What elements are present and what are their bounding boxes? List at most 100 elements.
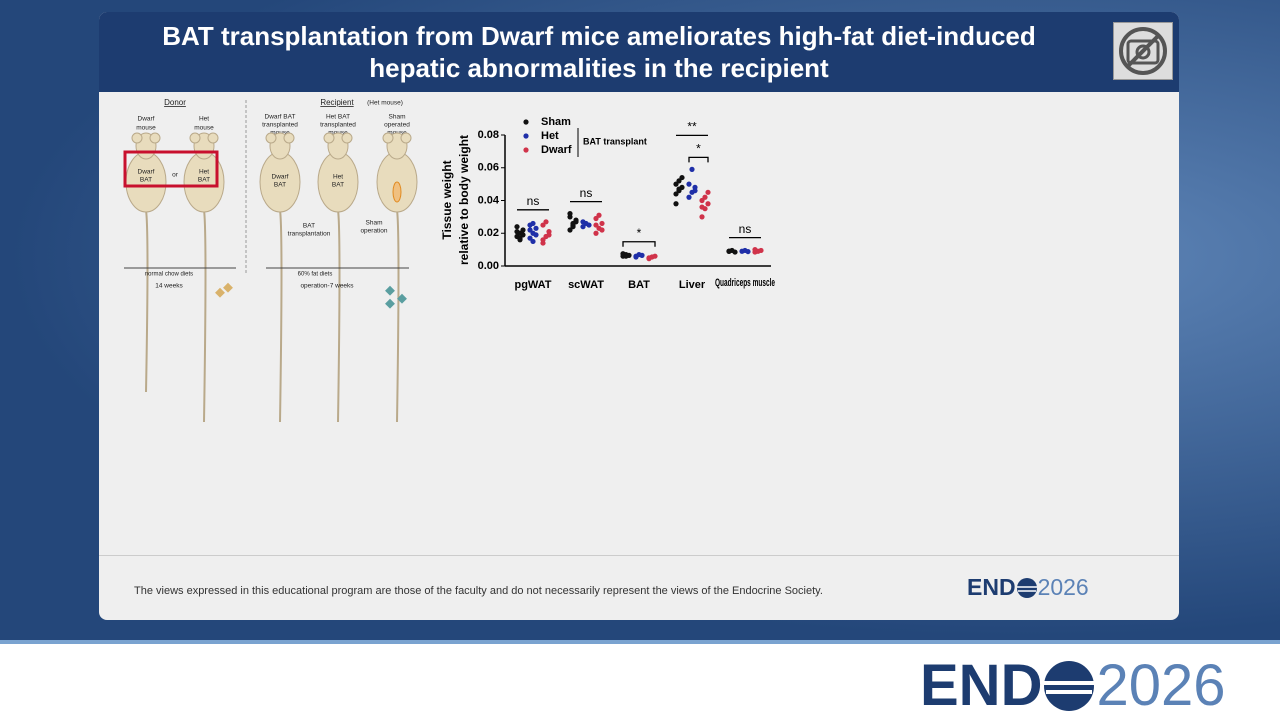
logo-large: END 2026	[920, 652, 1226, 719]
data-point	[702, 194, 708, 200]
y-tick-label: 0.00	[478, 260, 499, 272]
label: operated	[384, 122, 410, 129]
logo-prefix: END	[967, 574, 1016, 600]
label: operation-7 weeks	[300, 283, 354, 290]
data-point	[567, 227, 573, 233]
data-point	[692, 188, 698, 194]
data-point	[758, 247, 764, 254]
divider	[99, 555, 1179, 556]
data-point	[527, 235, 533, 241]
disclaimer: The views expressed in this educational …	[134, 585, 823, 597]
data-point	[586, 222, 592, 228]
diamond-icon	[385, 285, 395, 296]
label: Recipient	[320, 98, 354, 107]
figure: Donor Recipient (Het mouse) Dwarf mouse Dwarf…	[123, 98, 775, 423]
label: Dwarf	[272, 174, 289, 181]
significance-label: ns	[580, 186, 593, 200]
data-point	[533, 225, 539, 231]
label: Dwarf	[138, 116, 155, 123]
data-point	[514, 224, 520, 230]
data-point	[639, 252, 645, 258]
mouse-tail	[203, 209, 207, 423]
x-tick-label: Quadriceps muscle	[715, 277, 775, 289]
data-point	[686, 194, 692, 200]
y-tick-label: 0.08	[478, 129, 499, 141]
x-tick-label: pgWAT	[514, 279, 551, 291]
label: BAT	[332, 182, 344, 189]
label: 60% fat diets	[298, 272, 333, 278]
data-point	[514, 229, 520, 235]
data-point	[705, 189, 711, 195]
mouse-ear	[207, 132, 219, 144]
icon	[1119, 27, 1167, 75]
label: transplanted	[262, 122, 298, 129]
data-point	[596, 212, 602, 218]
data-point	[533, 232, 539, 238]
data-point	[689, 166, 695, 172]
diamond-icon	[223, 282, 233, 293]
label: BAT	[274, 182, 286, 189]
label: mouse	[136, 125, 156, 132]
data-point	[580, 224, 586, 230]
label: Dwarf BAT	[265, 114, 296, 121]
label: operation	[360, 228, 387, 235]
data-point	[752, 247, 758, 253]
logo-small: END 2026	[967, 574, 1089, 601]
mouse-ear	[323, 132, 335, 144]
data-point	[546, 232, 552, 238]
label: Het	[199, 169, 209, 176]
logo-year: 2026	[1037, 574, 1089, 600]
mouse-tail	[145, 209, 149, 393]
diamond-icon	[385, 298, 395, 309]
data-point	[705, 201, 711, 207]
slide-title: BAT transplantation from Dwarf mice amel…	[162, 21, 1036, 83]
mouse-ear	[131, 132, 143, 144]
label: BAT	[198, 177, 210, 184]
data-point	[699, 214, 705, 220]
label: Het BAT	[326, 114, 350, 121]
data-point	[530, 238, 536, 245]
data-point	[520, 232, 526, 238]
data-point	[745, 248, 751, 255]
y-axis-title: relative to body weight	[457, 135, 471, 265]
data-point	[676, 186, 682, 192]
data-point	[527, 227, 533, 233]
mouse-tail	[337, 209, 341, 423]
no-photo-icon	[1113, 22, 1173, 80]
footer-band: END 2026	[0, 640, 1280, 724]
data-point	[593, 222, 599, 228]
label: Donor	[164, 98, 186, 107]
data-point	[726, 248, 732, 254]
label: Sham	[389, 114, 406, 121]
label: Het	[199, 116, 209, 123]
data-point	[652, 253, 658, 259]
data-point	[540, 222, 546, 228]
data-point	[530, 220, 536, 227]
data-point	[673, 181, 679, 187]
data-point	[517, 235, 523, 241]
significance-bracket	[688, 156, 709, 163]
label: transplanted	[320, 122, 356, 129]
label: mouse	[194, 125, 214, 132]
x-tick-label: Liver	[679, 279, 706, 291]
mouse-ear	[400, 132, 412, 144]
globe	[1044, 660, 1095, 711]
significance-label: *	[637, 226, 642, 240]
data-point	[540, 237, 546, 243]
significance-label: ns	[527, 194, 540, 208]
data-point	[633, 254, 639, 260]
data-point	[673, 201, 679, 207]
mouse-ear	[283, 132, 295, 144]
data-point	[679, 174, 685, 181]
mouse-ear	[382, 132, 394, 144]
data-point	[543, 219, 549, 225]
diamond-icon	[397, 293, 407, 304]
label: 14 weeks	[155, 283, 183, 290]
y-tick-label: 0.04	[478, 194, 500, 206]
mouse-ear	[189, 132, 201, 144]
x-tick-label: BAT	[628, 279, 650, 291]
data-point	[699, 204, 705, 210]
significance-label: ns	[739, 222, 752, 236]
data-point	[676, 178, 682, 184]
